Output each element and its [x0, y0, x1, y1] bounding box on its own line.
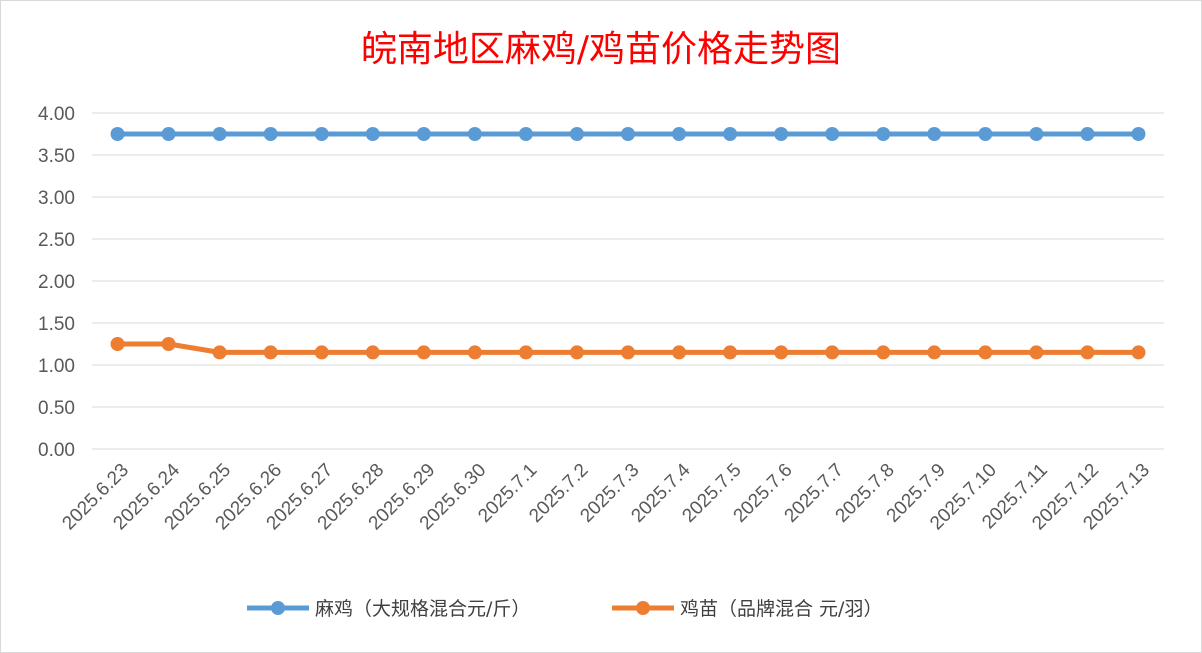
y-tick-label: 1.50 — [38, 314, 75, 335]
series-2 — [110, 337, 1146, 360]
y-tick-label: 1.00 — [38, 356, 75, 377]
data-point — [927, 345, 942, 360]
data-point — [110, 127, 125, 141]
y-axis-ticks: 0.00 0.50 1.00 1.50 2.00 2.50 3.00 3.50 4.00 — [38, 104, 75, 461]
data-point — [263, 345, 278, 360]
y-tick-label: 2.50 — [38, 230, 75, 251]
data-point — [1029, 345, 1044, 360]
data-point — [1080, 127, 1095, 141]
data-point — [569, 345, 584, 360]
data-point — [825, 345, 840, 360]
data-point — [467, 345, 482, 360]
data-point — [569, 127, 584, 141]
data-point — [365, 127, 380, 141]
legend-label: 麻鸡（大规格混合元/斤） — [315, 598, 530, 620]
legend-marker — [636, 601, 650, 615]
series-layer — [110, 127, 1146, 360]
data-point — [1080, 345, 1095, 360]
y-tick-label: 3.50 — [38, 146, 75, 167]
data-point — [416, 345, 431, 360]
y-tick-label: 4.00 — [38, 104, 75, 125]
data-point — [416, 127, 431, 141]
legend-marker — [271, 601, 285, 615]
data-point — [365, 345, 380, 360]
data-point — [518, 345, 533, 360]
data-point — [110, 337, 125, 351]
legend: 麻鸡（大规格混合元/斤） 鸡苗（品牌混合 元/羽） — [247, 598, 882, 620]
data-point — [876, 345, 891, 360]
data-point — [774, 127, 789, 141]
data-point — [263, 127, 278, 141]
data-point — [723, 345, 738, 360]
data-point — [1131, 127, 1146, 141]
data-point — [876, 127, 891, 141]
data-point — [161, 127, 176, 141]
data-point — [723, 127, 738, 141]
data-point — [467, 127, 482, 141]
gridlines — [92, 112, 1164, 450]
legend-label: 鸡苗（品牌混合 元/羽） — [680, 598, 882, 620]
series-1 — [110, 127, 1146, 141]
data-point — [518, 127, 533, 141]
data-point — [774, 345, 789, 360]
legend-item: 麻鸡（大规格混合元/斤） — [247, 598, 530, 620]
data-point — [1029, 127, 1044, 141]
data-point — [212, 127, 227, 141]
data-point — [927, 127, 942, 141]
x-axis-ticks: 2025.6.232025.6.242025.6.252025.6.262025… — [58, 459, 1154, 534]
data-point — [825, 127, 840, 141]
data-point — [314, 127, 329, 141]
chart-title: 皖南地区麻鸡/鸡苗价格走势图 — [361, 29, 841, 70]
data-point — [672, 127, 687, 141]
data-point — [621, 127, 635, 141]
data-point — [672, 345, 687, 360]
y-tick-label: 3.00 — [38, 188, 75, 209]
y-tick-label: 2.00 — [38, 272, 75, 293]
y-tick-label: 0.50 — [38, 398, 75, 419]
data-point — [212, 345, 227, 360]
data-point — [621, 345, 635, 360]
data-point — [161, 337, 176, 351]
y-tick-label: 0.00 — [38, 440, 75, 461]
data-point — [1131, 345, 1146, 360]
data-point — [978, 127, 993, 141]
legend-item: 鸡苗（品牌混合 元/羽） — [612, 598, 882, 620]
data-point — [314, 345, 329, 360]
data-point — [978, 345, 993, 360]
